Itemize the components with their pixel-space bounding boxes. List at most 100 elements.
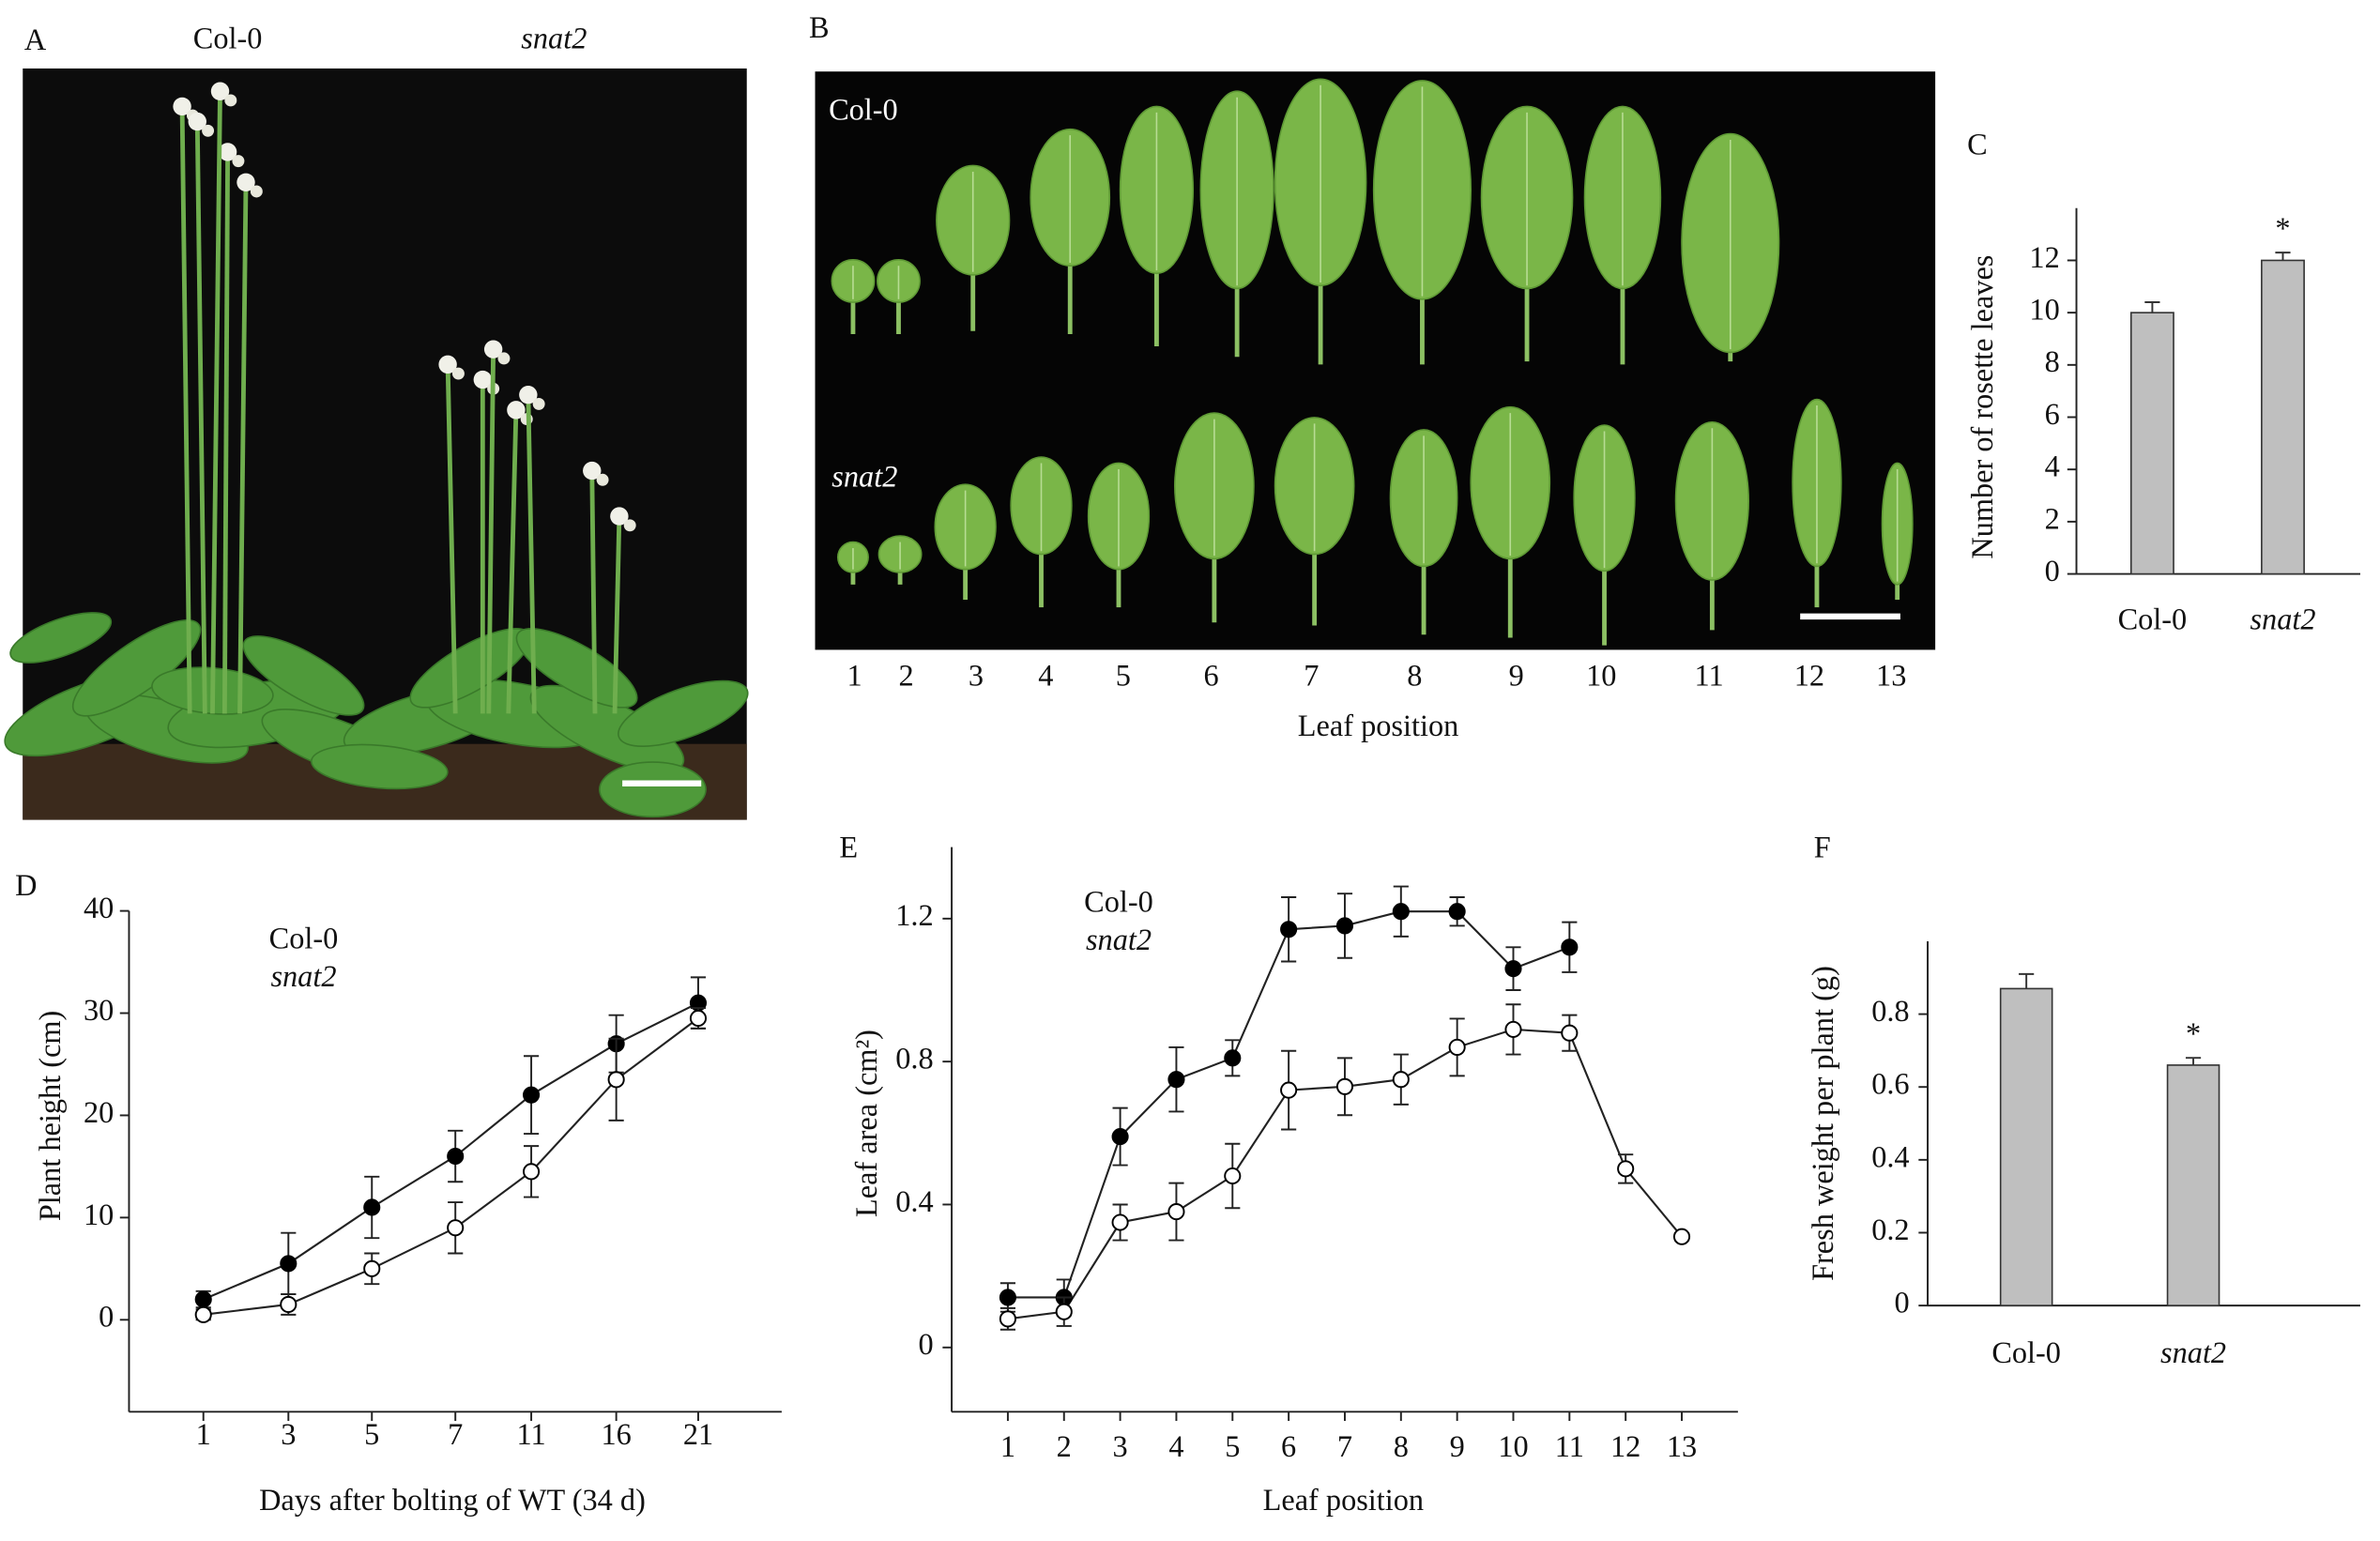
y-tick-label: 6: [2045, 397, 2060, 431]
x-tick-label: Col-0: [1991, 1335, 2061, 1369]
x-tick-label: 2: [898, 659, 913, 693]
x-tick-label: 4: [1038, 659, 1053, 693]
marker: [1392, 1071, 1410, 1089]
x-tick-label: snat2: [2250, 603, 2315, 636]
x-tick-label: 10: [1586, 659, 1616, 693]
marker: [523, 1163, 541, 1181]
flower: [497, 352, 511, 365]
y-tick-label: 2: [2045, 501, 2060, 535]
bar: [1999, 987, 2053, 1306]
flower: [596, 473, 609, 486]
y-tick-label: 10: [2029, 293, 2059, 327]
flower: [173, 97, 191, 116]
marker: [363, 1259, 381, 1277]
marker: [1448, 1038, 1466, 1056]
marker: [1224, 1167, 1242, 1185]
x-tick-label: 16: [601, 1417, 631, 1451]
x-tick-label: 9: [1509, 659, 1524, 693]
marker: [194, 1290, 212, 1308]
marker: [363, 1198, 381, 1216]
photo-label: Col-0: [193, 21, 263, 54]
annotation: *: [2186, 1016, 2201, 1050]
marker: [523, 1086, 541, 1104]
flower: [438, 355, 457, 374]
x-tick-label: 3: [1113, 1429, 1128, 1463]
y-axis-title: Fresh weight per plant (g): [1806, 966, 1839, 1281]
series-line: [203, 1017, 699, 1316]
y-tick-label: 0.8: [895, 1042, 933, 1076]
panel-label: C: [1967, 128, 1988, 161]
stem: [612, 516, 622, 714]
rosette-leaf: [242, 635, 365, 716]
flower: [451, 367, 465, 380]
flower: [532, 397, 545, 410]
stem: [221, 151, 231, 714]
stem: [237, 182, 249, 714]
y-tick-label: 10: [84, 1198, 114, 1231]
y-tick-label: 1.2: [895, 898, 933, 932]
stem: [526, 394, 537, 714]
x-axis-title: Leaf position: [1263, 1483, 1424, 1517]
x-tick-label: 5: [1225, 1429, 1240, 1463]
y-tick-label: 20: [84, 1095, 114, 1129]
marker: [1561, 1024, 1579, 1042]
flower: [519, 386, 538, 404]
x-tick-label: 7: [448, 1417, 463, 1451]
y-tick-label: 0.8: [1871, 994, 1909, 1028]
panel-label: F: [1814, 830, 1831, 863]
x-tick-label: 9: [1450, 1429, 1465, 1463]
marker: [999, 1310, 1016, 1328]
flower: [250, 185, 263, 198]
annotation: *: [2275, 211, 2290, 245]
flower: [218, 143, 237, 161]
marker: [1111, 1213, 1129, 1231]
y-tick-label: 0: [1894, 1286, 1909, 1320]
plants: [4, 82, 749, 818]
photo-label: snat2: [521, 21, 587, 54]
flower: [623, 519, 636, 532]
rosette-leaf: [71, 619, 202, 717]
marker: [194, 1305, 212, 1323]
x-tick-label: 6: [1281, 1429, 1296, 1463]
x-tick-label: 8: [1394, 1429, 1409, 1463]
y-tick-label: 0.4: [895, 1184, 933, 1218]
y-tick-label: 0: [99, 1300, 114, 1334]
flower: [236, 173, 255, 191]
x-tick-label: 7: [1337, 1429, 1352, 1463]
y-tick-label: 4: [2045, 450, 2060, 483]
flower: [224, 94, 237, 107]
y-tick-label: 30: [84, 993, 114, 1027]
x-tick-label: 11: [1555, 1429, 1584, 1463]
flower: [210, 82, 230, 100]
panel-label: D: [15, 868, 37, 902]
x-tick-label: 5: [1116, 659, 1131, 693]
marker: [1335, 917, 1354, 935]
stem: [210, 91, 222, 714]
panel-label: A: [24, 23, 47, 56]
y-tick-label: 12: [2029, 240, 2059, 274]
marker: [999, 1289, 1016, 1306]
x-tick-label: 1: [196, 1417, 211, 1451]
marker: [447, 1219, 465, 1237]
x-tick-label: 13: [1667, 1429, 1697, 1463]
x-tick-label: 13: [1876, 659, 1906, 693]
x-tick-label: 1: [847, 659, 862, 693]
rosette-leaf: [618, 679, 749, 747]
x-tick-label: 10: [1498, 1429, 1528, 1463]
flower: [583, 461, 602, 481]
flower: [507, 401, 526, 420]
marker: [280, 1255, 298, 1273]
y-tick-label: 0.4: [1871, 1139, 1909, 1173]
marker: [1392, 903, 1410, 921]
marker: [280, 1295, 298, 1314]
flower: [188, 112, 206, 131]
legend-entry: snat2: [1086, 923, 1152, 956]
row-label: snat2: [831, 460, 897, 494]
rosette-leaf: [599, 761, 707, 818]
x-tick-label: 11: [1695, 659, 1724, 693]
x-tick-label: 8: [1407, 659, 1422, 693]
x-tick-label: 2: [1057, 1429, 1072, 1463]
stem: [179, 106, 192, 714]
